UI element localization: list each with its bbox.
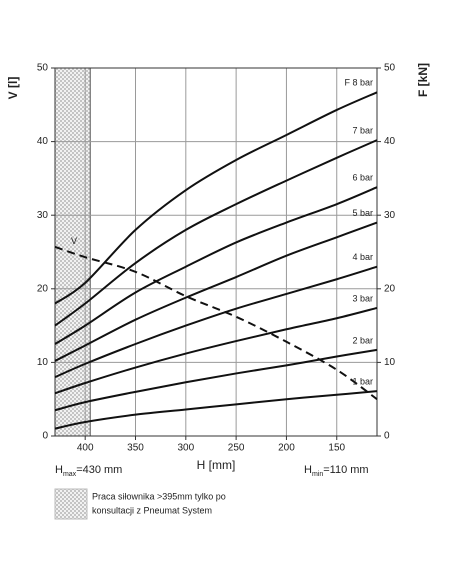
y-tick-label: 0 xyxy=(42,431,48,442)
x-tick-label: 300 xyxy=(177,443,194,454)
x-tick-label: 150 xyxy=(328,443,345,454)
curve xyxy=(54,390,378,430)
y-tick-label: 20 xyxy=(37,283,49,294)
y2-tick-label: 50 xyxy=(384,63,396,74)
y2-tick-label: 30 xyxy=(384,210,396,221)
curve-label: 7 bar xyxy=(352,126,373,136)
h-min-sub: min xyxy=(312,471,323,478)
curve-label: 1 bar xyxy=(352,376,373,386)
y-axis-title: V [l] xyxy=(6,77,20,100)
curve xyxy=(54,221,378,362)
note-line: Praca siłownika >395mm tylko po xyxy=(92,491,226,501)
h-max-rest: =430 mm xyxy=(76,464,122,476)
curve-label: 5 bar xyxy=(352,208,373,218)
curve xyxy=(54,306,378,395)
y-tick-label: 40 xyxy=(37,136,49,147)
h-max-sub: max xyxy=(63,471,77,478)
curve-label: 2 bar xyxy=(352,335,373,345)
note-swatch xyxy=(54,488,88,520)
y2-tick-label: 20 xyxy=(384,283,396,294)
curve xyxy=(54,139,378,327)
curve-label: 4 bar xyxy=(352,252,373,262)
curve-label: F 8 bar xyxy=(344,78,373,88)
h-max-label: Hmax=430 mm xyxy=(55,464,122,478)
x-tick-label: 250 xyxy=(228,443,245,454)
y2-axis-title: F [kN] xyxy=(416,63,430,97)
curve-label: 6 bar xyxy=(352,173,373,183)
note-line: konsultacji z Pneumat System xyxy=(92,505,212,515)
h-min-label: Hmin=110 mm xyxy=(304,464,369,478)
x-tick-label: 350 xyxy=(127,443,144,454)
curve-label: V xyxy=(71,236,77,246)
x-tick-label: 200 xyxy=(278,443,295,454)
y-tick-label: 10 xyxy=(37,357,49,368)
y-tick-label: 30 xyxy=(37,210,49,221)
x-tick-label: 400 xyxy=(77,443,94,454)
curve xyxy=(54,186,378,345)
x-axis-title: H [mm] xyxy=(197,458,236,472)
curve xyxy=(54,245,378,401)
curve xyxy=(54,348,378,412)
y-tick-label: 50 xyxy=(37,63,49,74)
y2-tick-label: 40 xyxy=(384,136,396,147)
h-min-rest: =110 mm xyxy=(323,464,368,476)
curve xyxy=(54,265,378,379)
y2-tick-label: 10 xyxy=(384,357,396,368)
curve xyxy=(54,91,378,305)
h-min-main: H xyxy=(304,464,312,476)
h-max-main: H xyxy=(55,464,63,476)
y2-tick-label: 0 xyxy=(384,431,390,442)
plot-border xyxy=(54,67,378,437)
curve-label: 3 bar xyxy=(352,293,373,303)
